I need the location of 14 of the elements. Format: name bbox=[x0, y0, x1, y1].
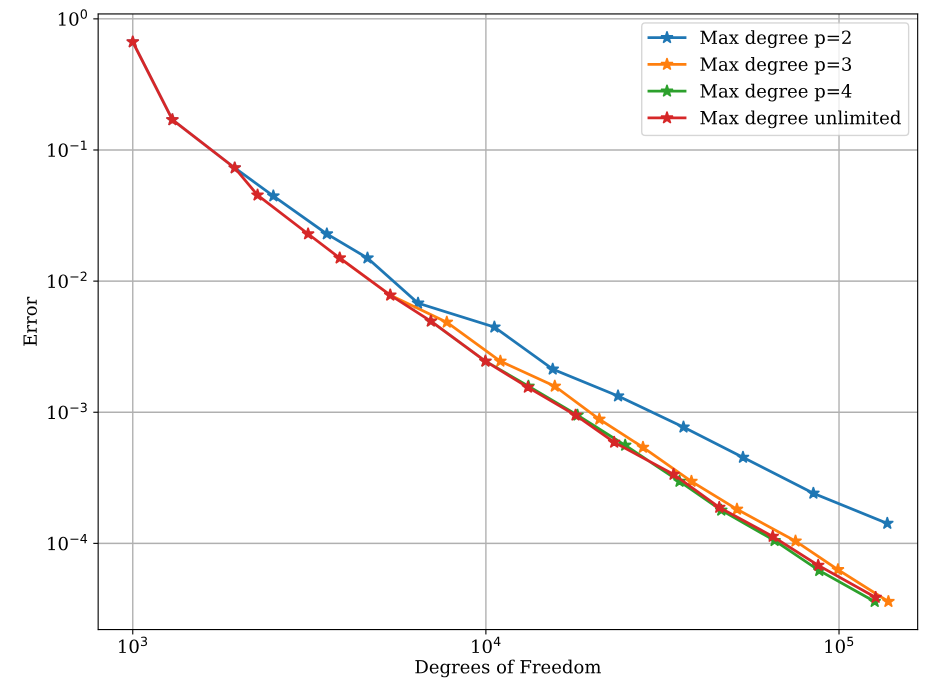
legend-label: Max degree p=3 bbox=[700, 56, 852, 75]
y-tick-label: 10$^{−2}$ bbox=[48, 272, 87, 288]
legend-label: Max degree p=2 bbox=[700, 30, 851, 48]
legend-label: Max degree unlimited bbox=[700, 110, 901, 128]
y-axis-title: Error bbox=[24, 296, 37, 346]
y-tick-label: 10$^{−1}$ bbox=[48, 140, 87, 157]
y-tick-label: 10$^{0}$ bbox=[58, 9, 88, 26]
x-axis-title: Degrees of Freedom bbox=[415, 660, 601, 678]
y-tick-label: 10$^{−3}$ bbox=[48, 402, 87, 420]
legend-label: Max degree p=4 bbox=[700, 84, 852, 102]
x-tick-label: 10$^{4}$ bbox=[472, 636, 500, 654]
y-tick-label: 10$^{−4}$ bbox=[48, 534, 88, 550]
x-tick-label: 10$^{3}$ bbox=[119, 636, 148, 654]
x-tick-label: 10$^{5}$ bbox=[825, 636, 854, 654]
